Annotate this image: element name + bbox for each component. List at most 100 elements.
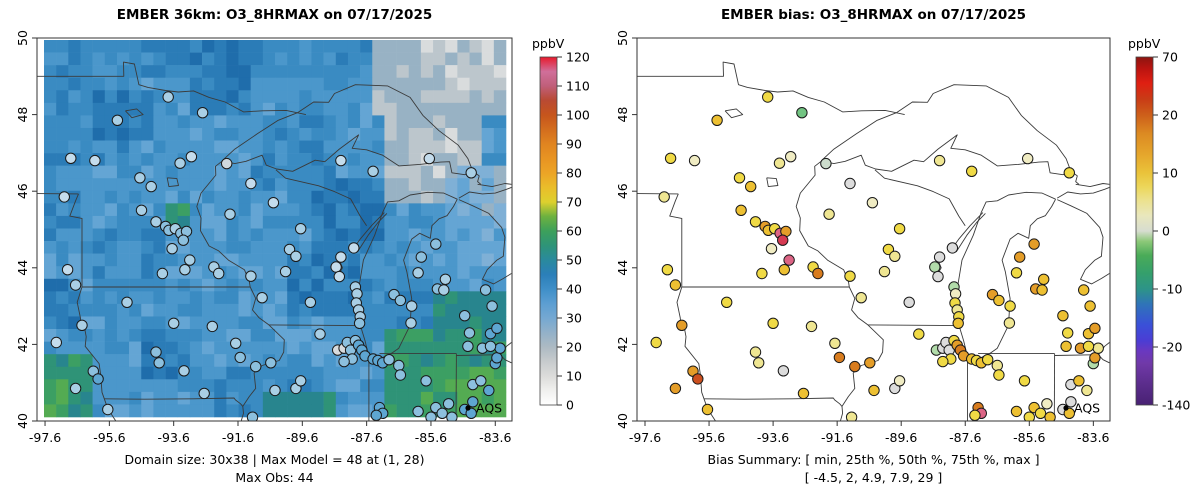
raster-cell [323,278,337,292]
raster-cell [493,379,507,393]
raster-cell [189,366,203,380]
raster-cell [420,140,434,154]
raster-cell [396,215,410,229]
raster-cell [420,102,434,116]
raster-cell [56,278,69,292]
bias-y-tick-label: 44 [615,260,630,276]
raster-cell [372,253,385,267]
model-aqs-station-dot [425,411,437,421]
raster-cell [165,341,179,355]
model-aqs-station-dot [370,409,382,421]
model-map-title: EMBER 36km: O3_8HRMAX on 07/17/2025 [116,7,433,23]
bias-aqs-station-dot [692,373,704,385]
raster-cell [177,165,191,179]
state-border-line [275,169,367,226]
raster-cell [116,341,130,355]
model-x-tick-label: -85.6 [415,430,447,445]
raster-cell [153,241,166,254]
model-aqs-station-dot [162,91,174,103]
bias-aqs-station-dot [1092,342,1104,354]
raster-cell [141,241,154,254]
raster-cell [299,266,312,280]
raster-cell [202,329,215,342]
raster-cell [56,228,69,242]
bias-x-tick-label: -85.6 [1013,430,1045,445]
raster-cell [396,102,410,116]
bias-x-tick-label: -95.6 [693,430,725,445]
raster-cell [299,190,312,204]
raster-cell [165,165,179,179]
raster-cell [177,329,191,342]
raster-cell [141,354,154,368]
raster-cell [202,77,215,91]
raster-cell [226,379,239,393]
model-colorbar-tick-label: 120 [566,50,590,65]
raster-cell [275,329,288,342]
raster-cell [445,40,458,53]
raster-cell [104,215,118,229]
raster-cell [408,52,422,66]
model-y-tick-label: 42 [15,336,30,352]
model-colorbar-tick-label: 30 [566,311,582,326]
raster-cell [287,190,300,204]
model-aqs-station-dot [491,352,503,364]
raster-cell [80,278,93,292]
raster-cell [153,228,166,242]
raster-cell [202,241,215,254]
bias-colorbar-tick-label: 70 [1162,50,1178,65]
bias-aqs-station-dot [777,234,789,246]
model-aqs-station-dot [265,357,277,369]
raster-cell [92,77,106,91]
raster-cell [433,215,446,229]
raster-cell [92,115,106,129]
raster-cell [347,127,361,141]
raster-cell [335,404,349,418]
raster-cell [323,178,337,192]
bias-aqs-station-dot [785,151,797,163]
raster-cell [445,140,458,154]
raster-cell [420,52,434,66]
raster-cell [116,366,130,380]
raster-cell [481,115,495,129]
raster-cell [360,266,373,280]
raster-cell [299,127,312,141]
raster-cell [457,266,470,280]
raster-cell [226,228,239,242]
raster-cell [347,140,361,154]
bias-aqs-station-dot [820,157,832,170]
raster-cell [238,165,251,179]
bias-colorbar-tick-label: -20 [1162,339,1182,354]
raster-cell [323,140,337,154]
raster-cell [92,391,106,405]
raster-cell [420,354,434,368]
state-border-line [874,169,966,226]
raster-cell [287,102,300,116]
raster-cell [335,102,349,116]
raster-cell [68,178,81,192]
state-border-line [268,324,361,327]
raster-cell [469,291,482,305]
raster-cell [396,278,410,292]
raster-cell [202,215,215,229]
raster-cell [226,65,239,78]
raster-cell [335,303,349,317]
raster-cell [250,165,264,179]
raster-cell [250,140,264,154]
model-aqs-station-dot [486,300,498,312]
raster-cell [299,178,312,192]
raster-cell [177,404,191,418]
raster-cell [153,379,166,393]
raster-cell [347,178,361,192]
raster-cell [189,379,203,393]
raster-cell [299,90,312,104]
raster-cell [372,77,385,91]
raster-cell [481,127,495,141]
raster-cell [360,102,373,116]
model-aqs-station-dot [184,254,196,266]
raster-cell [202,165,215,179]
model-aqs-station-dot [330,261,342,273]
model-aqs-station-dot [58,191,71,203]
raster-cell [287,203,300,217]
raster-cell [299,278,312,292]
raster-cell [104,391,118,405]
